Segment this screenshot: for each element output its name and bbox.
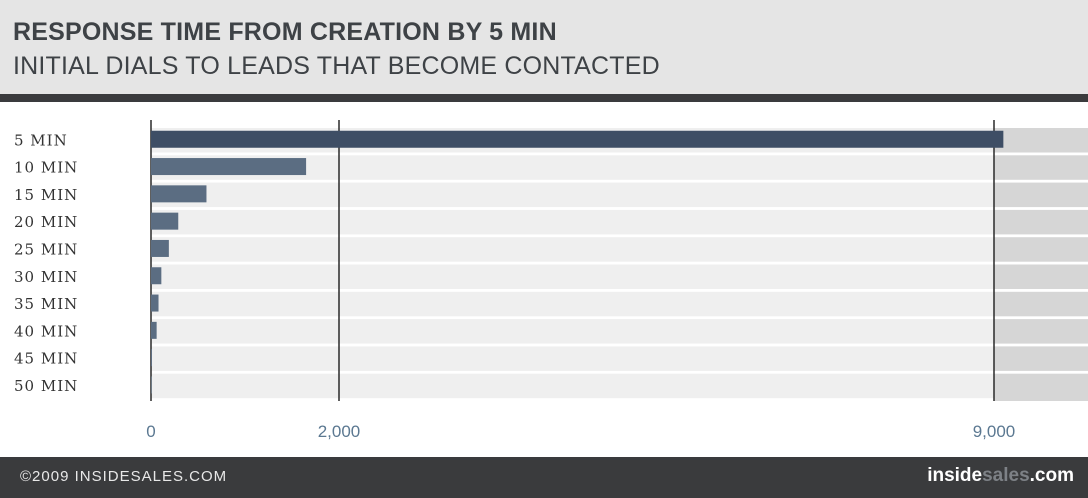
brand-part-sales: sales [982,465,1030,486]
row-band [151,346,1088,371]
chart-subtitle: INITIAL DIALS TO LEADS THAT BECOME CONTA… [13,52,660,80]
brand-logo: insidesales.com [927,465,1074,487]
chart-header: RESPONSE TIME FROM CREATION BY 5 MIN INI… [0,0,1088,94]
bar-45-min [151,349,152,367]
bar-5-min [151,130,1004,148]
bar-50-min [151,376,152,394]
bar-15-min [151,185,207,203]
category-label: 35 MIN [14,295,78,313]
brand-part-inside: inside [927,465,983,486]
bar-35-min [151,294,159,312]
category-label: 25 MIN [14,240,78,258]
chart-title: RESPONSE TIME FROM CREATION BY 5 MIN [13,18,557,46]
tick-labels: 0 2,000 9,000 [146,422,1015,441]
band-separator [994,289,1088,292]
row-band [151,155,1088,180]
bar-40-min [151,321,157,339]
gridlines [150,120,1088,401]
copyright-text: ©2009 INSIDESALES.COM [20,468,228,485]
band-separator [994,234,1088,238]
band-separator [994,316,1088,320]
row-band [151,264,1088,289]
bar-10-min [151,158,307,176]
brand-part-com: .com [1029,465,1074,486]
chart-footer: ©2009 INSIDESALES.COM insidesales.com [0,457,1088,498]
category-label: 50 MIN [14,377,78,395]
row-bands [151,128,1088,399]
row-band [151,373,1088,399]
band-separator [994,343,1088,347]
bar-30-min [151,267,162,285]
category-label: 20 MIN [14,213,78,231]
category-labels: 5 MIN 10 MIN 15 MIN 20 MIN 25 MIN 30 MIN 35 MI… [14,131,78,395]
row-band [151,319,1088,344]
tick-label: 0 [146,422,155,441]
category-label: 10 MIN [14,159,78,177]
band-separator [994,179,1088,183]
band-separator [994,152,1088,156]
band-separator [994,370,1088,374]
tick-label: 9,000 [973,422,1016,441]
category-label: 15 MIN [14,186,78,204]
category-label: 30 MIN [14,268,78,286]
band-separator [994,207,1088,210]
category-label: 45 MIN [14,350,78,368]
bar-chart: 5 MIN 10 MIN 15 MIN 20 MIN 25 MIN 30 MIN 35 MI… [14,120,1088,441]
bars [151,130,1004,394]
category-label: 40 MIN [14,322,78,340]
tick-label: 2,000 [318,422,361,441]
category-label: 5 MIN [14,131,68,149]
row-band [151,237,1088,262]
row-band [151,209,1088,235]
bar-20-min [151,212,179,230]
header-divider [0,94,1088,102]
row-band [151,182,1088,208]
row-band [151,291,1088,317]
band-separator [994,261,1088,265]
bar-25-min [151,239,169,257]
